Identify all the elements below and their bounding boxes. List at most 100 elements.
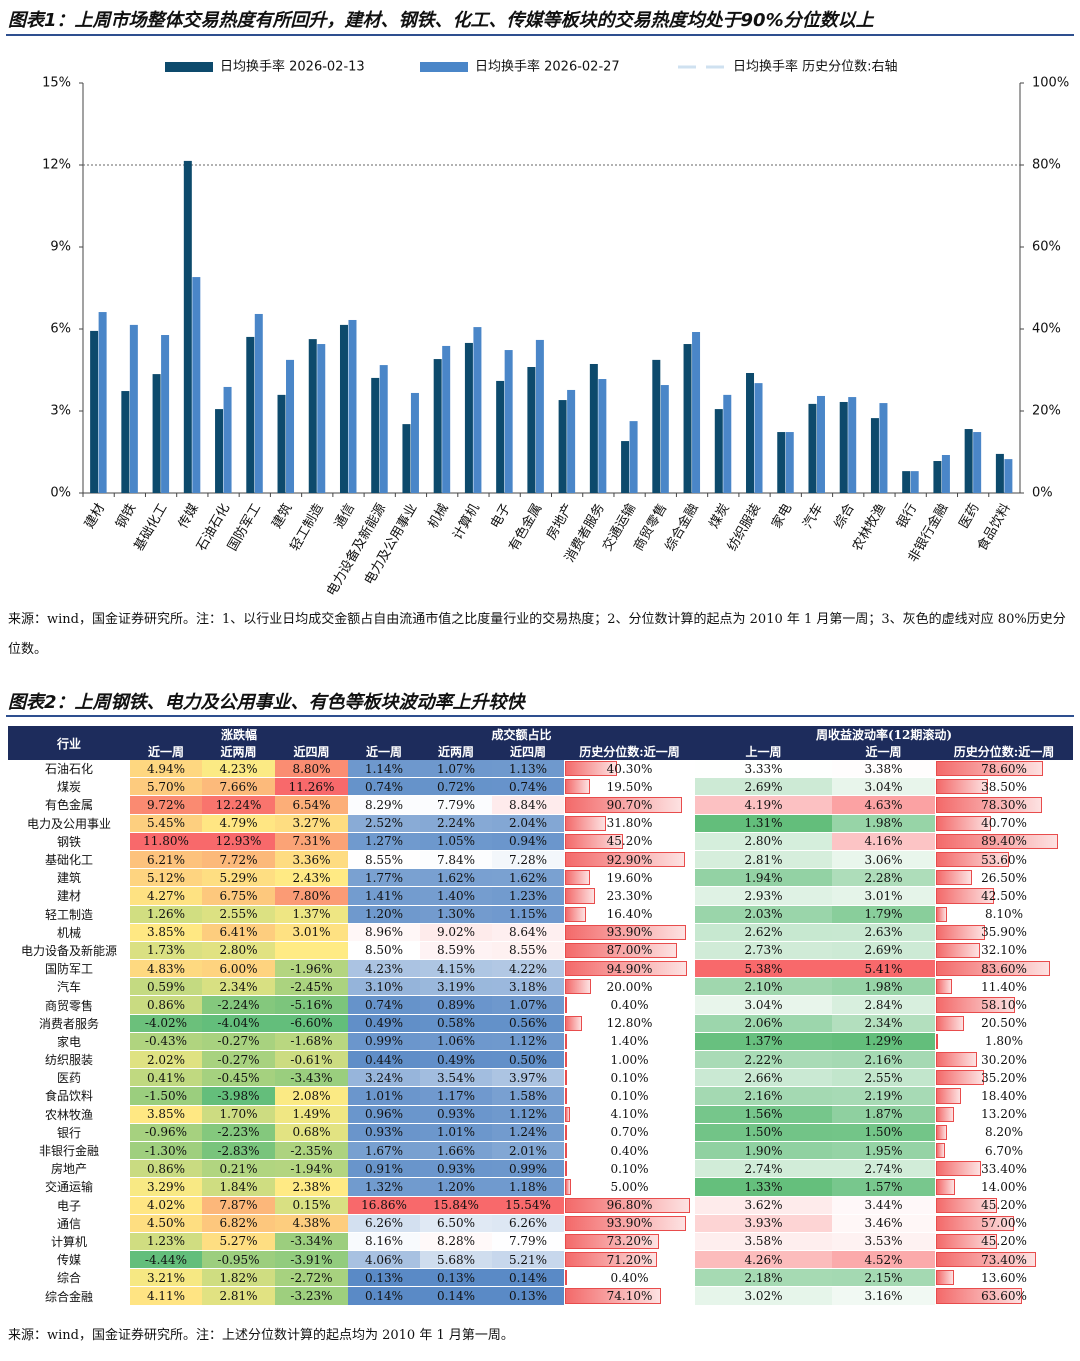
value-cell: -2.45% xyxy=(275,977,348,997)
value-cell: 0.49% xyxy=(420,1050,492,1070)
bar xyxy=(777,432,786,493)
cell-text: 1.40% xyxy=(610,1034,649,1049)
value-cell: 6.82% xyxy=(202,1214,275,1233)
industry-cell: 通信 xyxy=(8,1214,130,1233)
cell-text: 0.94% xyxy=(508,834,548,849)
cell-text: 11.80% xyxy=(143,834,189,849)
cell-text: 3.36% xyxy=(292,852,331,867)
y-tick-label: 0% xyxy=(50,486,71,501)
cell-text: 1.80% xyxy=(984,1034,1024,1049)
data-bar xyxy=(565,979,591,995)
value-cell: 1.24% xyxy=(492,1123,564,1142)
cell-text: 8.16% xyxy=(364,1234,404,1249)
value-cell: 0.56% xyxy=(492,1014,564,1033)
y-tick-label: 3% xyxy=(50,404,71,419)
data-bar xyxy=(936,1088,962,1104)
value-cell: 2.80% xyxy=(202,941,275,961)
value-cell: 38.50% xyxy=(935,777,1073,797)
cell-text: 83.60% xyxy=(981,961,1027,976)
bar xyxy=(442,345,451,493)
value-cell: -3.91% xyxy=(275,1250,348,1270)
value-cell: 11.40% xyxy=(935,977,1073,997)
value-cell: 2.52% xyxy=(348,814,420,833)
value-cell: 7.80% xyxy=(275,886,348,906)
value-cell: 1.49% xyxy=(275,1105,348,1124)
value-cell: 3.85% xyxy=(130,1105,202,1124)
value-cell: -0.95% xyxy=(202,1250,275,1270)
data-bar xyxy=(565,924,687,940)
table-row: 非银行金融 -1.30% -2.83% -2.35% 1.67% 1.66% 2.01% 0.… xyxy=(8,1141,1073,1161)
value-cell: 8.28% xyxy=(420,1232,492,1252)
cell-text: 16.40% xyxy=(606,907,653,922)
value-cell: 4.22% xyxy=(492,959,564,979)
x-tick-label: 钢铁 xyxy=(113,501,139,531)
x-tick-label: 煤炭 xyxy=(707,501,733,531)
chart: 0%3%6%9%12%15%0%20%40%60%80%100%建材 钢铁基础化工… xyxy=(42,59,1069,599)
cell-text: 0.59% xyxy=(146,979,186,994)
cell-text: 45.20% xyxy=(606,834,653,849)
bar xyxy=(746,373,755,493)
cell-text: 26.50% xyxy=(981,870,1027,885)
value-cell: 5.00% xyxy=(564,1177,695,1197)
data-bar xyxy=(936,1288,1023,1304)
column-header: 上一周 xyxy=(695,743,832,760)
cell-text: 0.49% xyxy=(436,1052,476,1067)
data-bar xyxy=(936,1052,978,1068)
value-cell: 11.26% xyxy=(275,777,348,797)
data-bar xyxy=(565,1106,571,1122)
industry-cell: 电力设备及新能源 xyxy=(8,941,130,961)
cell-text: 2.08% xyxy=(292,1088,331,1103)
data-bar xyxy=(936,997,1016,1013)
cell-text: 23.30% xyxy=(606,888,653,903)
cell-text: 9.02% xyxy=(436,925,476,940)
cell-text: 8.55% xyxy=(508,943,548,958)
value-cell: 3.01% xyxy=(832,886,935,906)
value-cell: 1.12% xyxy=(492,1032,564,1052)
table-row: 机械 3.85% 6.41% 3.01% 8.96% 9.02% 8.64% 93.90% 2.… xyxy=(8,923,1073,942)
cell-text: 3.85% xyxy=(146,925,186,940)
value-cell: 1.07% xyxy=(420,760,492,779)
value-cell: 8.20% xyxy=(935,1123,1073,1142)
cell-text: 2.16% xyxy=(744,1088,783,1103)
value-cell: 2.43% xyxy=(275,868,348,888)
cell-text: 4.26% xyxy=(744,1252,783,1267)
data-bar xyxy=(565,961,688,977)
cell-text: 38.50% xyxy=(981,779,1027,794)
data-bar xyxy=(565,815,607,831)
data-bar xyxy=(565,942,678,959)
table-row: 汽车 0.59% 2.34% -2.45% 3.10% 3.19% 3.18% 20.00% 2… xyxy=(8,977,1073,997)
value-cell: 1.95% xyxy=(832,1141,935,1161)
cell-text: 4.79% xyxy=(219,816,258,831)
cell-text: 0.49% xyxy=(364,1016,404,1031)
cell-text: 1.67% xyxy=(364,1143,404,1158)
legend-swatch xyxy=(165,62,213,72)
cell-text: 7.84% xyxy=(436,852,476,867)
cell-text: -3.43% xyxy=(290,1070,333,1085)
cell-text: 1.84% xyxy=(219,1179,258,1194)
value-cell: 2.02% xyxy=(130,1050,202,1070)
value-cell: 0.10% xyxy=(564,1159,695,1179)
x-tick-label: 计算机 xyxy=(450,501,482,542)
value-cell: 1.23% xyxy=(130,1232,202,1252)
bar xyxy=(464,342,473,493)
value-cell: 0.44% xyxy=(348,1050,420,1070)
bar xyxy=(535,339,544,493)
column-header: 近两周 xyxy=(420,743,492,760)
x-tick-label: 建筑 xyxy=(269,501,296,532)
bar xyxy=(192,277,201,493)
value-cell: 4.16% xyxy=(832,832,935,851)
data-bar xyxy=(936,1106,954,1122)
value-cell: -2.72% xyxy=(275,1268,348,1288)
value-cell: -3.98% xyxy=(202,1086,275,1106)
data-bar xyxy=(936,1161,982,1177)
cell-text: 1.27% xyxy=(364,834,404,849)
data-bar xyxy=(936,1215,1014,1231)
value-cell: 3.54% xyxy=(420,1068,492,1088)
cell-text: 6.75% xyxy=(219,888,258,903)
cell-text: 58.10% xyxy=(981,998,1027,1013)
value-cell: 32.10% xyxy=(935,941,1073,961)
cell-text: 0.41% xyxy=(146,1070,186,1085)
cell-text: 2.38% xyxy=(292,1179,331,1194)
value-cell: -0.61% xyxy=(275,1050,348,1070)
bar xyxy=(161,335,170,493)
